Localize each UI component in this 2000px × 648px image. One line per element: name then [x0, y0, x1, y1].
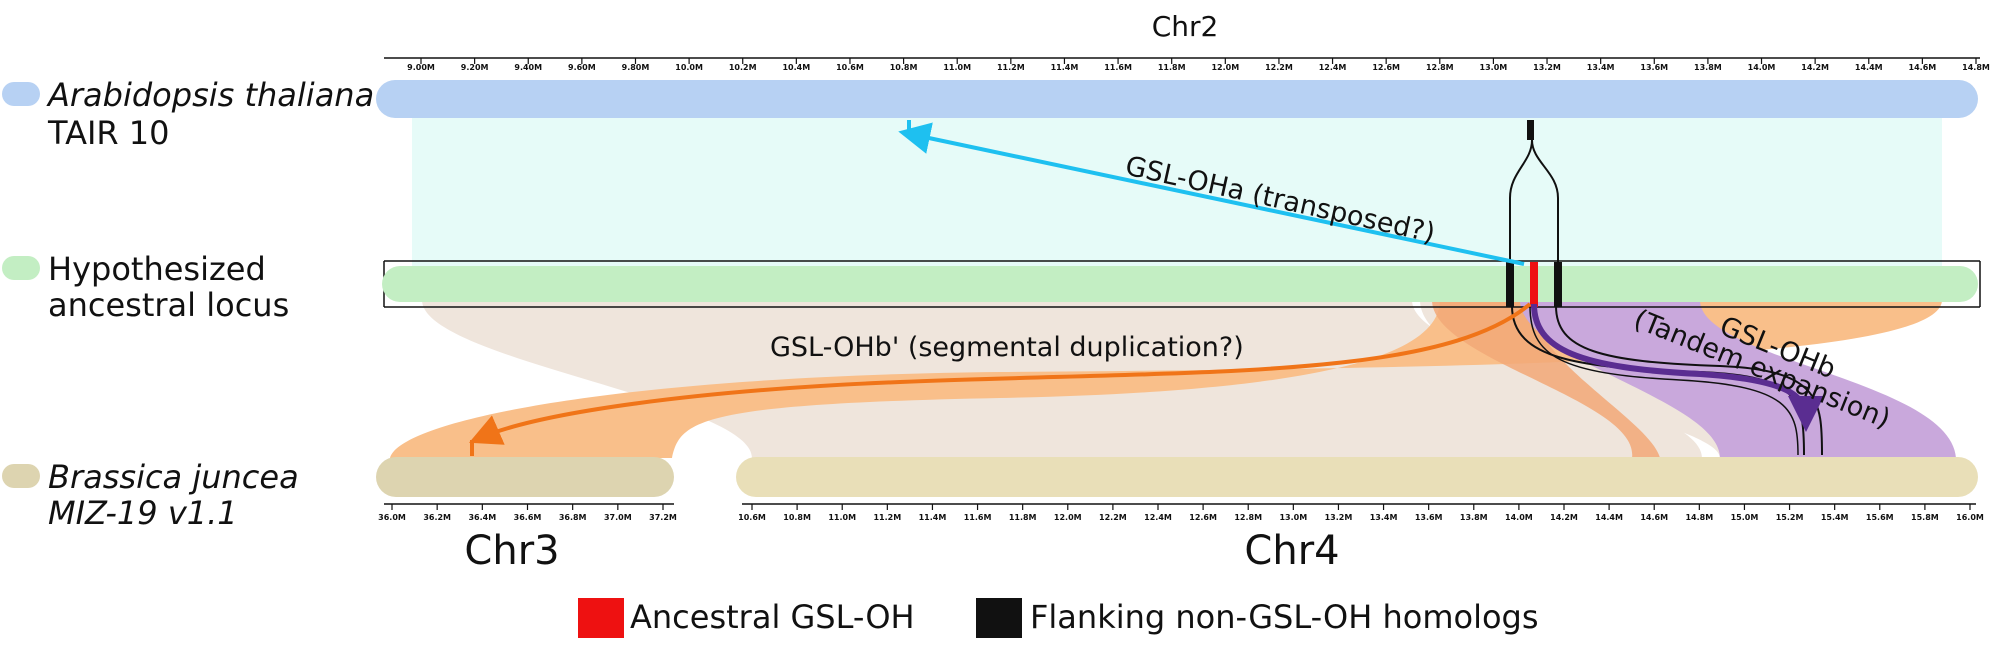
top-axis-tick-label: 11.8M: [1158, 63, 1186, 72]
brassica-name: Brassica juncea: [48, 458, 299, 496]
top-axis-tick-label: 10.4M: [782, 63, 810, 72]
chr4-axis-tick-label: 14.8M: [1685, 513, 1713, 522]
top-axis-tick-label: 11.0M: [943, 63, 971, 72]
top-axis-tick-label: 12.4M: [1319, 63, 1347, 72]
ancestral-label-line2: ancestral locus: [48, 286, 289, 324]
top-axis-tick-label: 9.60M: [568, 63, 596, 72]
chr3-axis-tick-label: 36.4M: [468, 513, 496, 522]
chr4-label: Chr4: [1244, 528, 1339, 574]
legend-ancestral-label: Ancestral GSL-OH: [630, 598, 915, 636]
brassica-swatch: [2, 464, 40, 488]
top-axis-tick-label: 9.00M: [407, 63, 435, 72]
chr3-axis-tick-label: 36.0M: [378, 513, 406, 522]
chr4-axis-tick-label: 11.0M: [828, 513, 856, 522]
chr4-axis-tick-label: 10.6M: [738, 513, 766, 522]
chr3-axis-tick-label: 36.6M: [514, 513, 542, 522]
ancestral-flanking-gene-right: [1554, 262, 1562, 307]
top-axis-tick-label: 10.6M: [836, 63, 864, 72]
brassica-chr4-bar: [736, 457, 1978, 497]
top-axis-tick-label: 12.6M: [1372, 63, 1400, 72]
chr3-axis-tick-label: 36.2M: [423, 513, 451, 522]
arrow-gsl-ohb: [1531, 303, 1824, 432]
arrow-gsl-oha: [898, 122, 1525, 266]
ancestral-label-line1: Hypothesized: [48, 250, 266, 288]
brassica-chr3-bar: [376, 457, 674, 497]
top-axis-tick-label: 12.0M: [1211, 63, 1239, 72]
chr4-axis-tick-label: 14.2M: [1550, 513, 1578, 522]
chr4-axis-tick-label: 10.8M: [783, 513, 811, 522]
top-axis-tick-label: 11.2M: [997, 63, 1025, 72]
chr4-axis-tick-label: 11.8M: [1009, 513, 1037, 522]
top-axis-tick-label: 11.6M: [1104, 63, 1132, 72]
top-axis-tick-label: 14.8M: [1962, 63, 1990, 72]
top-axis-tick-label: 13.4M: [1587, 63, 1615, 72]
chr4-axis-tick-label: 13.0M: [1279, 513, 1307, 522]
top-axis-ticks: 9.00M 9.20M 9.40M 9.60M 9.80M 10.0M 10.2M 10.4M…: [407, 58, 1990, 72]
top-axis-tick-label: 13.2M: [1533, 63, 1561, 72]
top-axis-tick-label: 9.40M: [514, 63, 542, 72]
chr4-axis-tick-label: 12.0M: [1054, 513, 1082, 522]
top-axis-tick-label: 14.2M: [1801, 63, 1829, 72]
ancestral-swatch: [2, 256, 40, 280]
top-axis-tick-label: 13.8M: [1694, 63, 1722, 72]
chr4-axis-tick-label: 13.6M: [1415, 513, 1443, 522]
chr4-axis-tick-label: 12.8M: [1234, 513, 1262, 522]
legend-flanking-label: Flanking non-GSL-OH homologs: [1030, 598, 1539, 636]
arabidopsis-flanking-gene: [1527, 120, 1534, 140]
chr4-axis-tick-label: 12.6M: [1189, 513, 1217, 522]
legend-flanking-swatch: [976, 598, 1022, 638]
ancestral-gsl-oh-gene: [1530, 262, 1538, 307]
chr4-axis-tick-label: 13.4M: [1370, 513, 1398, 522]
top-axis-tick-label: 13.6M: [1640, 63, 1668, 72]
chr4-axis-tick-label: 15.8M: [1911, 513, 1939, 522]
label-gsl-ohb-prime: GSL-OHb' (segmental duplication?): [770, 332, 1244, 363]
chr4-axis-tick-label: 16.0M: [1956, 513, 1984, 522]
top-axis-tick-label: 10.2M: [729, 63, 757, 72]
arrow-gsl-ohb-prime: [468, 302, 1532, 445]
chr4-axis-tick-label: 13.8M: [1460, 513, 1488, 522]
top-axis-tick-label: 10.0M: [675, 63, 703, 72]
top-axis-tick-label: 14.6M: [1909, 63, 1937, 72]
chr4-axis-tick-label: 11.4M: [919, 513, 947, 522]
chr4-axis-tick-label: 11.6M: [964, 513, 992, 522]
chr4-axis-tick-label: 15.6M: [1866, 513, 1894, 522]
arabidopsis-version: TAIR 10: [47, 114, 170, 152]
ancestral-chromosome-bar: [382, 266, 1978, 302]
chr4-axis-tick-label: 15.2M: [1776, 513, 1804, 522]
top-axis-tick-label: 12.2M: [1265, 63, 1293, 72]
chr4-axis-tick-label: 13.2M: [1325, 513, 1353, 522]
chr4-axis-ticks: 10.6M 10.8M 11.0M 11.2M 11.4M 11.6M 11.8M 12.0M…: [738, 504, 1984, 522]
arabidopsis-swatch: [2, 82, 40, 106]
arabidopsis-chromosome-bar: [376, 80, 1978, 118]
chr3-axis-tick-label: 37.0M: [604, 513, 632, 522]
chr4-axis-tick-label: 14.4M: [1595, 513, 1623, 522]
top-axis-tick-label: 10.8M: [890, 63, 918, 72]
top-axis-tick-label: 11.4M: [1051, 63, 1079, 72]
ancestral-flanking-gene-left: [1506, 262, 1514, 307]
link-arabidopsis-flank-right: [1531, 139, 1559, 262]
chr4-axis-tick-label: 12.2M: [1099, 513, 1127, 522]
chr4-axis-tick-label: 12.4M: [1144, 513, 1172, 522]
chr3-axis-ticks: 36.0M 36.2M 36.4M 36.6M 36.8M 37.0M 37.2M: [378, 504, 677, 522]
top-chromosome-label: Chr2: [1152, 10, 1219, 43]
legend-ancestral-swatch: [578, 598, 624, 638]
arabidopsis-name: Arabidopsis thaliana: [46, 76, 374, 114]
chr4-axis-tick-label: 15.0M: [1731, 513, 1759, 522]
top-axis-tick-label: 12.8M: [1426, 63, 1454, 72]
chr3-axis-tick-label: 37.2M: [649, 513, 677, 522]
brassica-version: MIZ-19 v1.1: [48, 494, 238, 532]
chr4-axis-tick-label: 11.2M: [873, 513, 901, 522]
top-axis-tick-label: 14.0M: [1748, 63, 1776, 72]
top-axis-tick-label: 9.20M: [461, 63, 489, 72]
top-axis-tick-label: 9.80M: [622, 63, 650, 72]
chr4-axis-tick-label: 14.0M: [1505, 513, 1533, 522]
chr4-axis-tick-label: 14.6M: [1640, 513, 1668, 522]
top-axis-tick-label: 14.4M: [1855, 63, 1883, 72]
chr3-label: Chr3: [464, 528, 559, 574]
chr4-axis-tick-label: 15.4M: [1821, 513, 1849, 522]
top-axis-tick-label: 13.0M: [1480, 63, 1508, 72]
chr3-axis-tick-label: 36.8M: [559, 513, 587, 522]
ribbon-ancestral-chr4-orange: [1432, 300, 1660, 458]
